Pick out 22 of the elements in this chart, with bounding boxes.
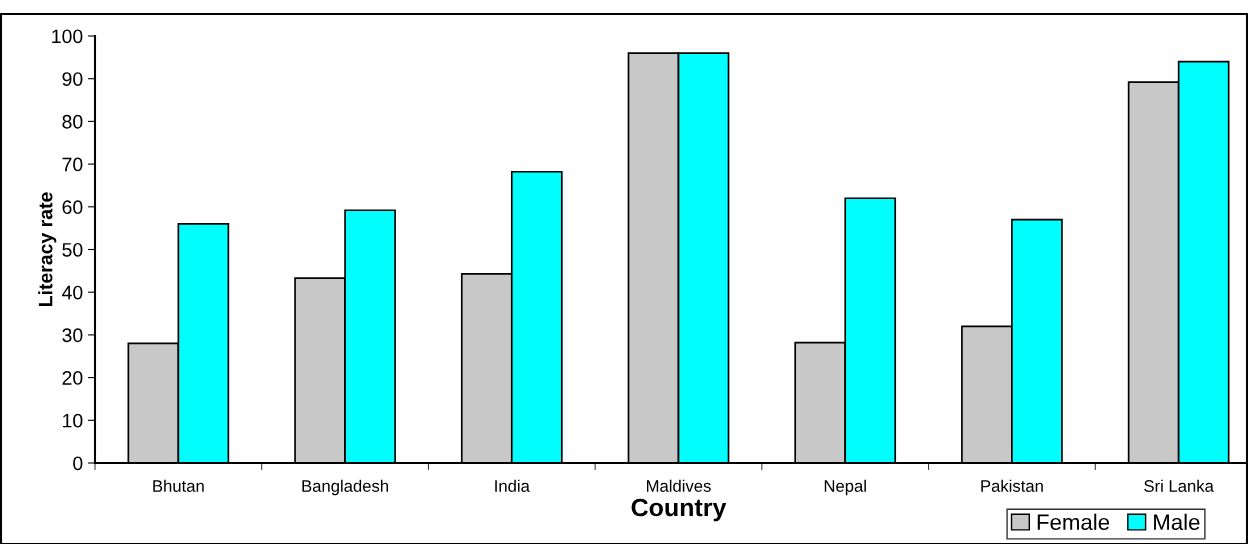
x-tick-label: Sri Lanka: [1144, 479, 1214, 492]
y-tick-label: 60: [62, 200, 83, 215]
x-axis-title: Country: [631, 498, 727, 522]
x-tick-label: Bhutan: [153, 479, 204, 492]
y-tick-label: 40: [62, 285, 83, 300]
y-tick-label: 20: [62, 371, 83, 385]
y-tick-label: 30: [62, 328, 83, 343]
y-tick-label: 10: [63, 413, 83, 428]
x-tick-label: Nepal: [824, 479, 866, 496]
y-tick-label: 80: [62, 114, 83, 129]
legend-label: Female: [1037, 513, 1110, 531]
y-tick-label: 100: [52, 29, 83, 44]
y-tick-label: 70: [62, 157, 83, 172]
y-axis-title: Literacy rate: [38, 192, 57, 307]
y-tick-label: 50: [62, 242, 83, 257]
x-tick-label: Bangladesh: [302, 479, 389, 496]
legend-label: Male: [1154, 513, 1200, 531]
x-tick-label: India: [495, 479, 530, 492]
x-tick-label: Maldives: [646, 479, 711, 492]
y-tick-label: 0: [73, 456, 83, 471]
x-tick-label: Pakistan: [981, 479, 1043, 492]
y-tick-label: 90: [62, 72, 83, 86]
